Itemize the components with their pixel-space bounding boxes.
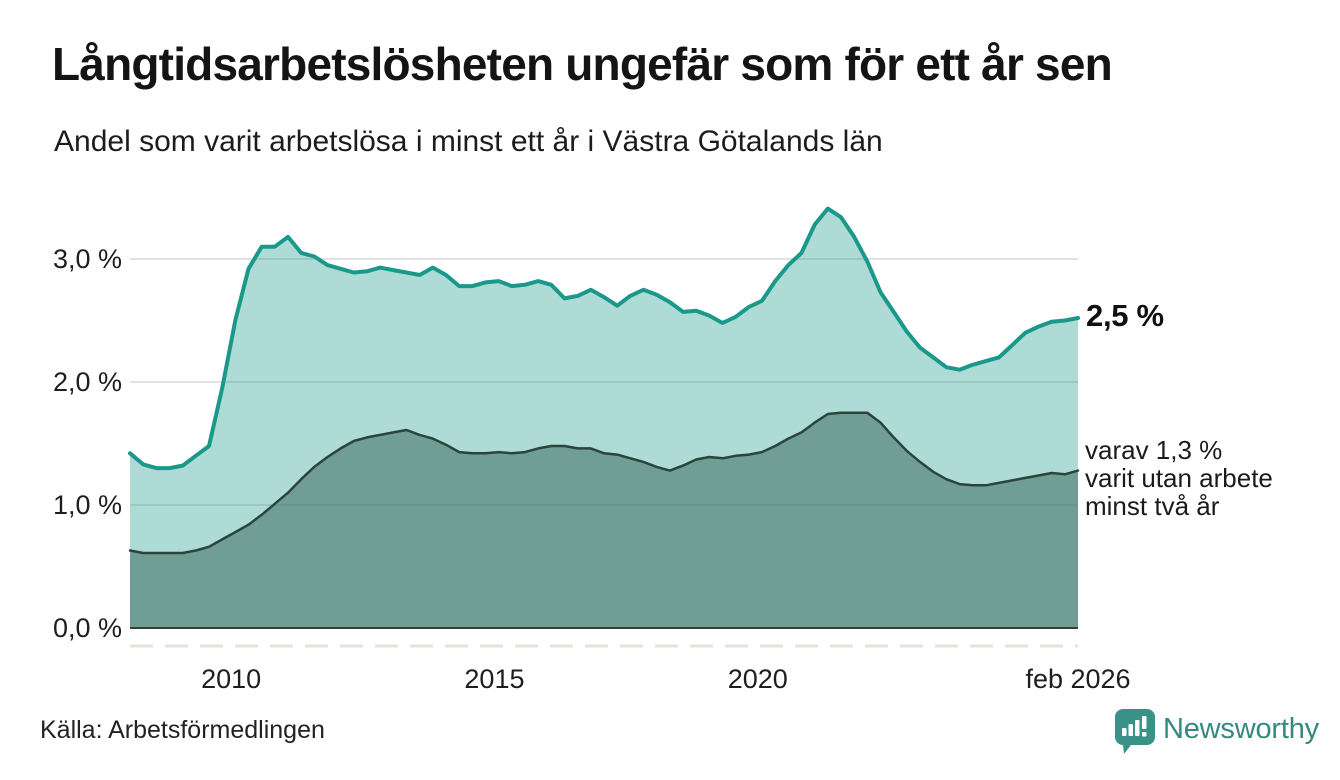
- brand-name: Newsworthy: [1163, 713, 1319, 745]
- newsworthy-logo-icon: [1115, 709, 1155, 754]
- line-series-2: [128, 411, 1080, 555]
- secondary-annotation-line: minst två år: [1085, 491, 1220, 522]
- secondary-annotation-line: varit utan arbete: [1085, 463, 1273, 494]
- y-tick-label: 1,0 %: [53, 490, 122, 520]
- y-tick-label: 3,0 %: [53, 244, 122, 274]
- secondary-annotation-line: varav 1,3 %: [1085, 435, 1223, 465]
- x-tick-label: 2020: [728, 664, 788, 694]
- page-title: Långtidsarbetslösheten ungefär som för e…: [52, 38, 1113, 90]
- x-tick-label: feb 2026: [1025, 664, 1130, 694]
- y-tick-label: 0,0 %: [53, 613, 122, 643]
- area-series-2: [130, 412, 1078, 628]
- y-tick-label: 2,0 %: [53, 367, 122, 397]
- newsworthy-brand: Newsworthy: [1115, 709, 1325, 755]
- chart-subtitle: Andel som varit arbetslösa i minst ett å…: [54, 125, 883, 158]
- line-series-1: [128, 206, 1080, 471]
- source-credit: Källa: Arbetsförmedlingen: [40, 716, 325, 744]
- secondary-series-annotation: varav 1,3 % varit utan arbete minst två …: [1085, 436, 1273, 520]
- end-value-label: 2,5 %: [1086, 298, 1164, 333]
- x-tick-label: 2015: [464, 664, 524, 694]
- x-tick-label: 2010: [201, 664, 261, 694]
